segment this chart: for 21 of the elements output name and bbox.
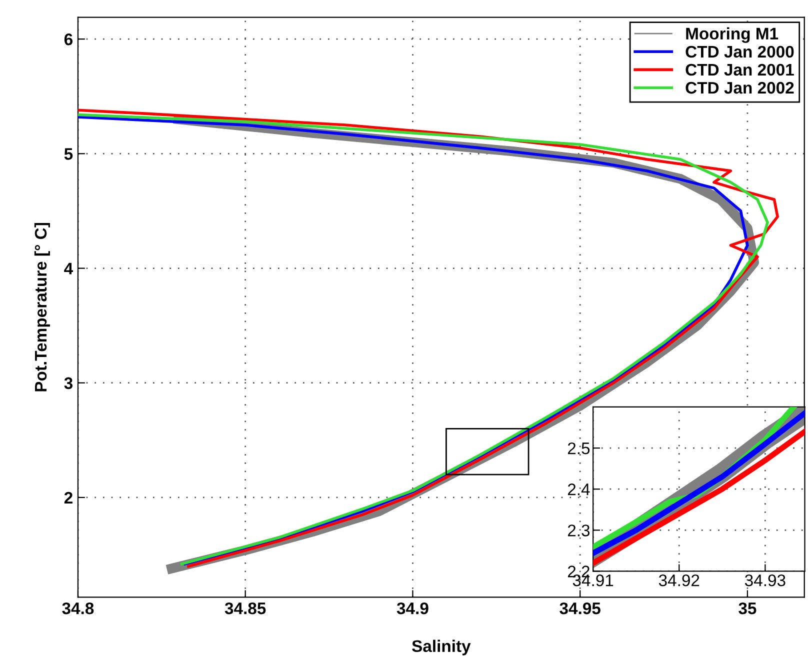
x-tick-label: 34.85 — [224, 602, 266, 614]
legend-label: CTD Jan 2000 — [686, 46, 794, 58]
x-tick-label: 35 — [738, 602, 756, 614]
y-tick-label: 3 — [64, 377, 73, 390]
x-tick-label: 34.92 — [658, 574, 700, 586]
y-tick-label: 2.5 — [568, 442, 590, 454]
legend-label: CTD Jan 2002 — [686, 82, 794, 94]
x-tick-label: 34.95 — [560, 602, 600, 614]
y-tick-label: 4 — [64, 262, 74, 274]
x-tick-label: 34.93 — [744, 574, 786, 586]
legend-label: CTD Jan 2001 — [686, 64, 794, 76]
y-tick-label: 2 — [64, 492, 72, 504]
y-tick-label: 5 — [64, 148, 73, 160]
x-tick-label: 34.9 — [396, 602, 428, 614]
y-tick-label: 6 — [64, 33, 73, 46]
y-tick-label: 2.3 — [568, 524, 590, 536]
y-axis-title: Pot.Temperature [° C] — [34, 223, 50, 392]
legend-label: Mooring M1 — [686, 27, 778, 43]
x-tick-label: 34.8 — [62, 602, 94, 614]
x-axis-title: Salinity — [412, 640, 471, 656]
y-tick-label: 2.4 — [568, 484, 590, 496]
